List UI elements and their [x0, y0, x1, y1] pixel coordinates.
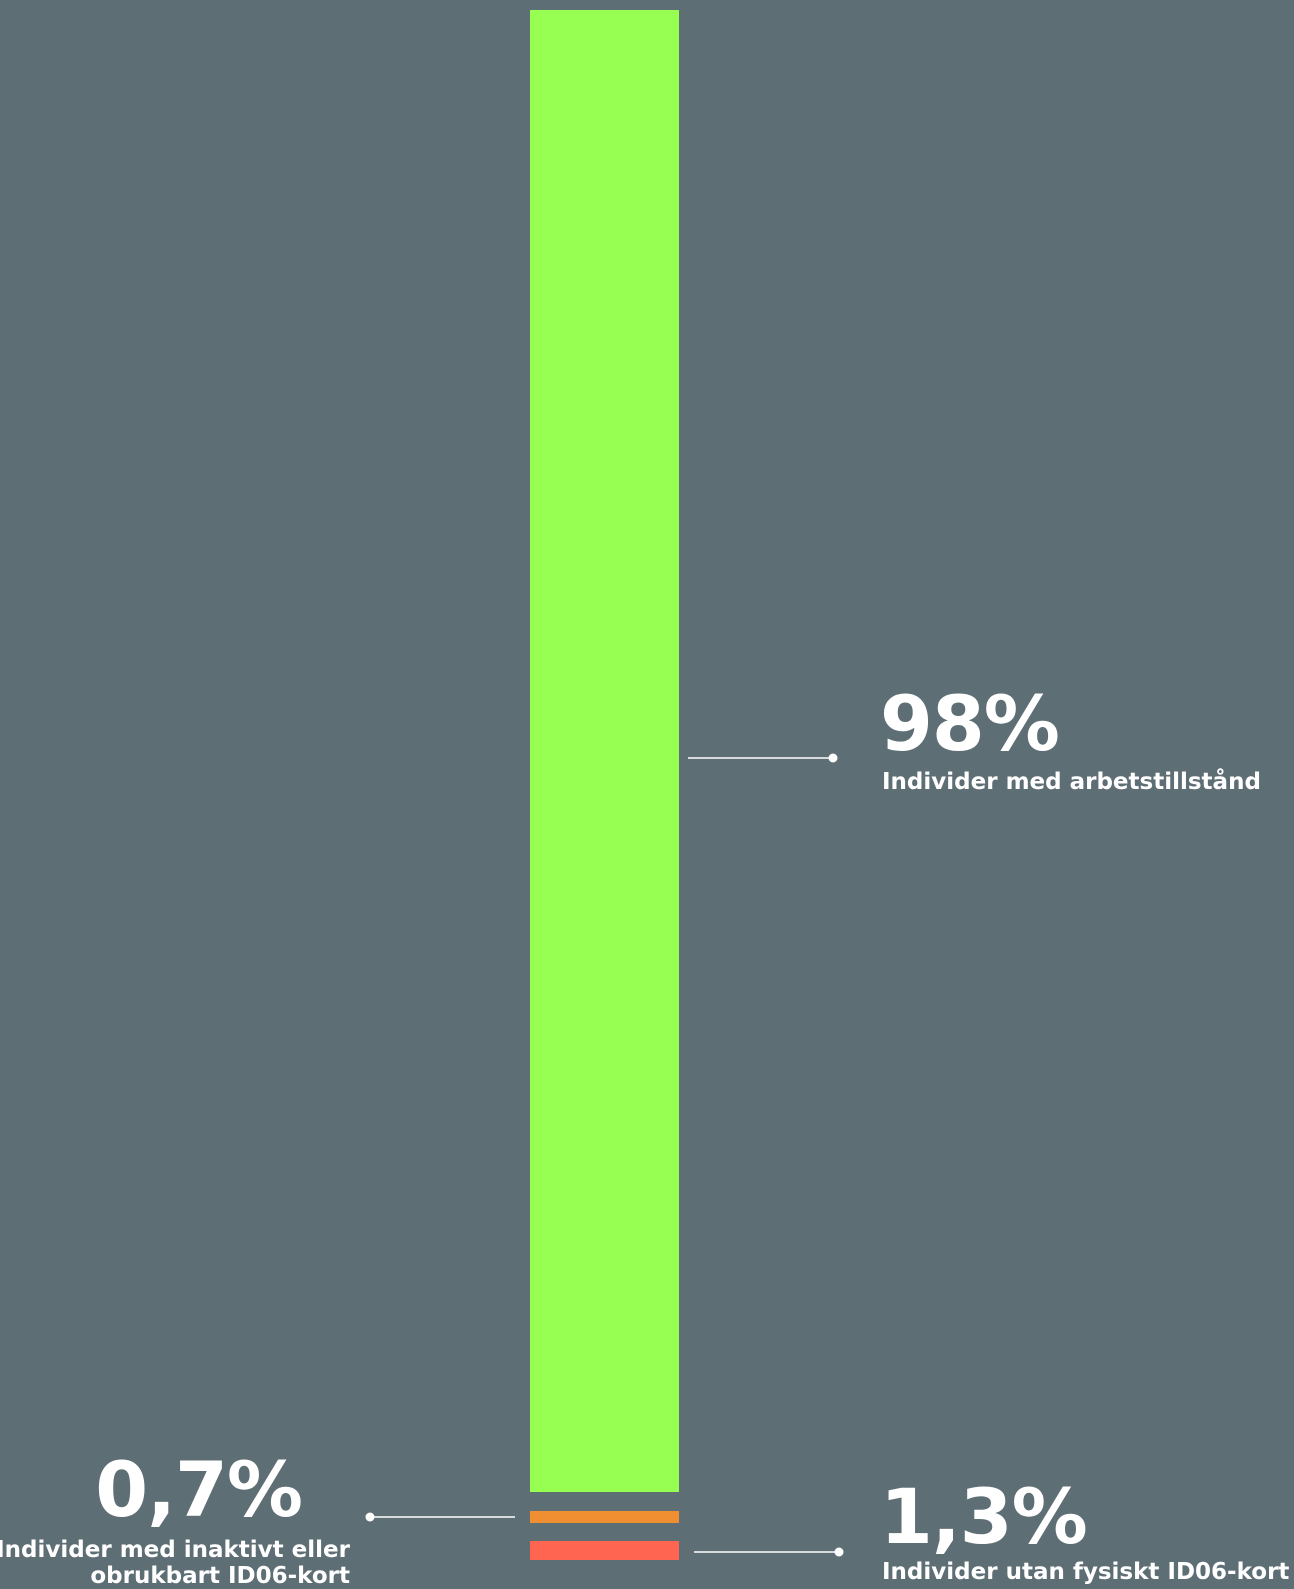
data-label-work-permit-value: 98%	[880, 679, 1060, 768]
data-label-work-permit-description: Individer med arbetstillstånd	[882, 769, 1261, 795]
leader-dot	[365, 1512, 375, 1522]
leader-line-inactive-card	[365, 1512, 515, 1522]
bar-segment-inactive-card	[530, 1511, 679, 1523]
data-label-inactive-card-description-line-1: Individer med inaktivt eller	[0, 1537, 350, 1563]
data-label-inactive-card-description-line-2: obrukbart ID06-kort	[90, 1563, 350, 1589]
data-label-no-physical-card-value: 1,3%	[880, 1472, 1088, 1561]
leader-dot	[834, 1547, 844, 1557]
leader-line-no-physical-card	[694, 1547, 844, 1557]
bar-segment-work-permit	[530, 10, 679, 1492]
bar-segment-no-physical-card	[530, 1541, 679, 1560]
data-label-no-physical-card-description: Individer utan fysiskt ID06-kort	[882, 1559, 1290, 1585]
leader-line-work-permit	[688, 753, 838, 763]
data-label-inactive-card-value: 0,7%	[95, 1445, 303, 1534]
leader-dot	[828, 753, 838, 763]
